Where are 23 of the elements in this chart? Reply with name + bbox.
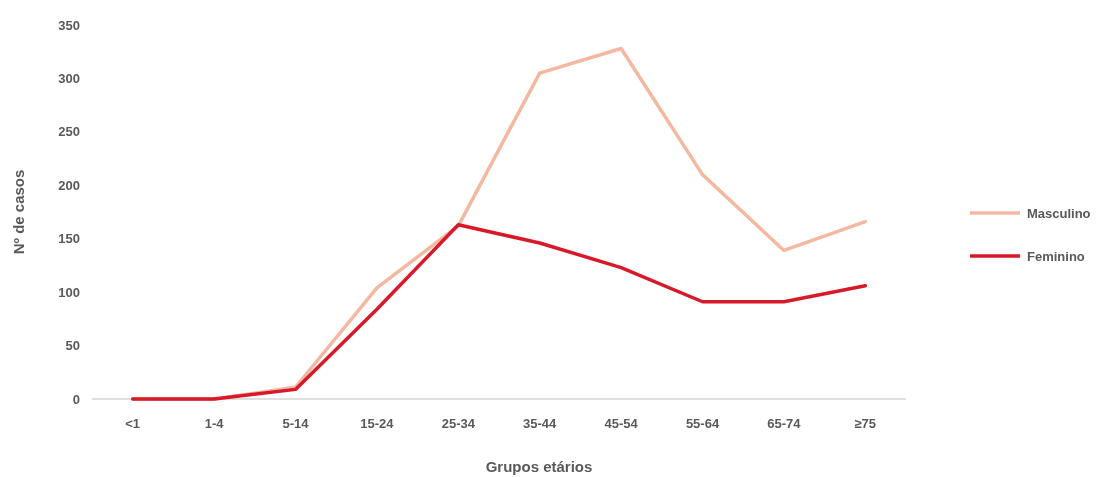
x-tick-label: <1 bbox=[125, 416, 141, 431]
legend-label: Masculino bbox=[1027, 205, 1091, 221]
x-tick-label: 5-14 bbox=[282, 416, 310, 431]
x-tick-label: 25-34 bbox=[441, 416, 476, 431]
x-tick-label: 35-44 bbox=[523, 416, 558, 431]
y-tick-label: 100 bbox=[58, 284, 80, 300]
y-tick-label: 250 bbox=[58, 124, 80, 140]
x-tick-label: 45-54 bbox=[604, 416, 639, 431]
x-tick-label: 1-4 bbox=[204, 416, 225, 431]
x-tick-label: ≥75 bbox=[854, 416, 877, 431]
y-tick-label: 50 bbox=[65, 338, 80, 354]
line-series bbox=[130, 223, 868, 401]
y-tick-label: 200 bbox=[58, 177, 80, 193]
x-tick-label: 65-74 bbox=[767, 416, 802, 431]
x-tick-label: 55-64 bbox=[685, 416, 720, 431]
y-tick-label: 0 bbox=[72, 391, 80, 407]
y-axis-title: Nº de casos bbox=[10, 169, 27, 255]
y-tick-label: 350 bbox=[58, 17, 80, 33]
x-axis-title: Grupos etários bbox=[485, 458, 593, 475]
y-tick-label: 300 bbox=[58, 70, 80, 86]
x-tick-label: 15-24 bbox=[360, 416, 395, 431]
y-tick-label: 150 bbox=[58, 231, 80, 247]
legend-label: Feminino bbox=[1027, 248, 1085, 264]
